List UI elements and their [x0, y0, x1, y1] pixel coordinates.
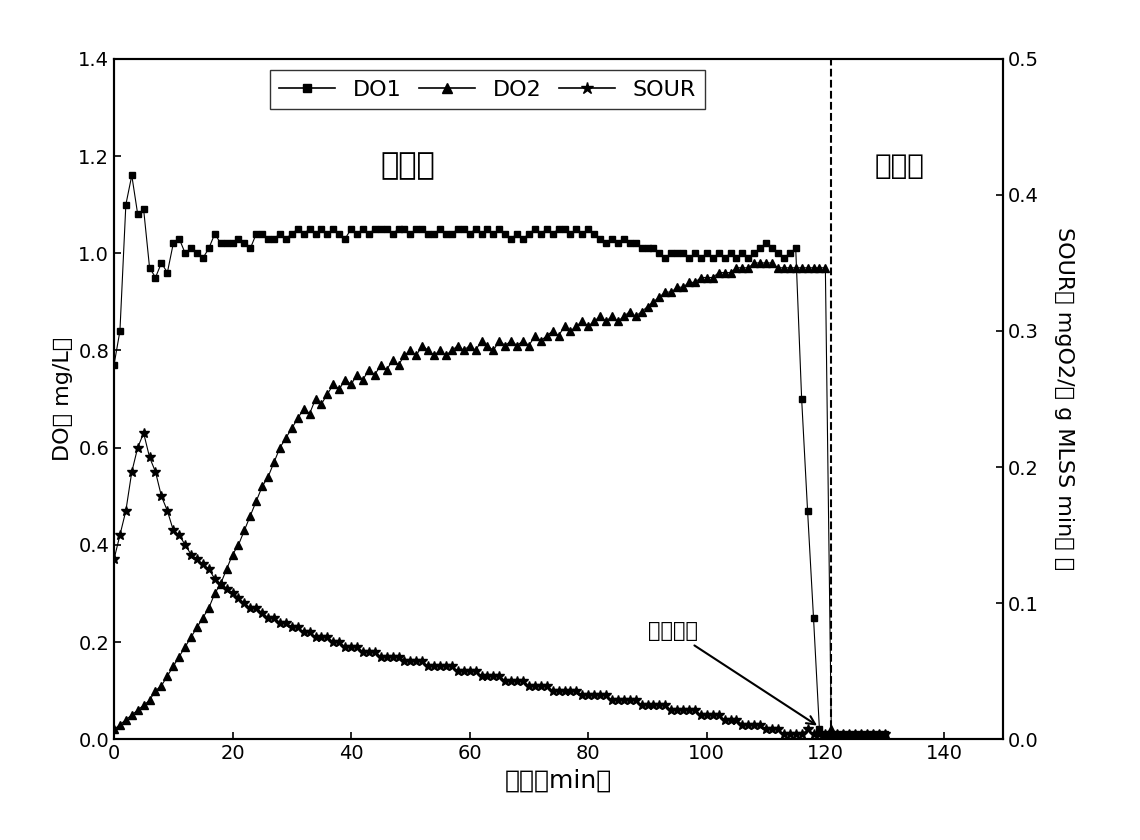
Text: 停止曝气: 停止曝气 — [648, 621, 815, 724]
Text: 缺氧段: 缺氧段 — [874, 153, 925, 181]
Legend: DO1, DO2, SOUR: DO1, DO2, SOUR — [270, 70, 705, 109]
X-axis label: 时间（min）: 时间（min） — [505, 769, 612, 793]
Text: 好氧段: 好氧段 — [381, 151, 435, 181]
Y-axis label: SOUR（ mgO2/（ g MLSS min） ）: SOUR（ mgO2/（ g MLSS min） ） — [1053, 228, 1074, 570]
Y-axis label: DO（ mg/L）: DO（ mg/L） — [52, 337, 73, 461]
